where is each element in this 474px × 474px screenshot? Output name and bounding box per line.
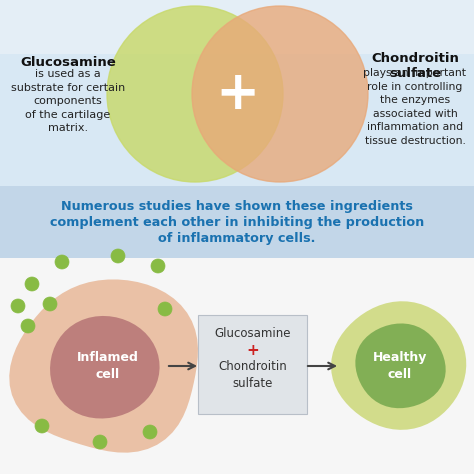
Text: Glucosamine: Glucosamine xyxy=(20,56,116,69)
Polygon shape xyxy=(356,323,446,408)
Text: plays an important
role in controlling
the enzymes
associated with
inflammation : plays an important role in controlling t… xyxy=(364,68,466,146)
Circle shape xyxy=(151,259,165,273)
Text: of inflammatory cells.: of inflammatory cells. xyxy=(158,231,316,245)
Text: sulfate: sulfate xyxy=(232,377,273,390)
Circle shape xyxy=(35,419,49,433)
Polygon shape xyxy=(9,280,198,453)
Bar xyxy=(0,189,474,474)
Circle shape xyxy=(93,435,107,449)
Circle shape xyxy=(192,6,368,182)
Circle shape xyxy=(143,425,157,439)
Polygon shape xyxy=(331,301,466,430)
Circle shape xyxy=(21,319,35,333)
Circle shape xyxy=(55,255,69,269)
Text: Healthy
cell: Healthy cell xyxy=(373,351,427,381)
Text: is used as a
substrate for certain
components
of the cartilage
matrix.: is used as a substrate for certain compo… xyxy=(11,69,125,133)
Text: Inflamed
cell: Inflamed cell xyxy=(77,351,139,381)
Text: Numerous studies have shown these ingredients: Numerous studies have shown these ingred… xyxy=(61,200,413,212)
Circle shape xyxy=(25,277,39,291)
Text: +: + xyxy=(246,343,259,358)
Polygon shape xyxy=(50,316,160,419)
Text: Glucosamine: Glucosamine xyxy=(214,327,291,340)
Circle shape xyxy=(158,302,172,316)
Text: Chondroitin
sulfate: Chondroitin sulfate xyxy=(371,52,459,80)
Bar xyxy=(0,0,474,54)
Text: +: + xyxy=(215,68,260,120)
Bar xyxy=(0,0,474,189)
Text: complement each other in inhibiting the production: complement each other in inhibiting the … xyxy=(50,216,424,228)
Bar xyxy=(0,186,474,258)
Circle shape xyxy=(107,6,283,182)
Circle shape xyxy=(43,297,57,311)
Circle shape xyxy=(111,249,125,263)
Circle shape xyxy=(11,299,25,313)
Text: Chondroitin: Chondroitin xyxy=(218,360,287,373)
FancyBboxPatch shape xyxy=(198,315,307,414)
